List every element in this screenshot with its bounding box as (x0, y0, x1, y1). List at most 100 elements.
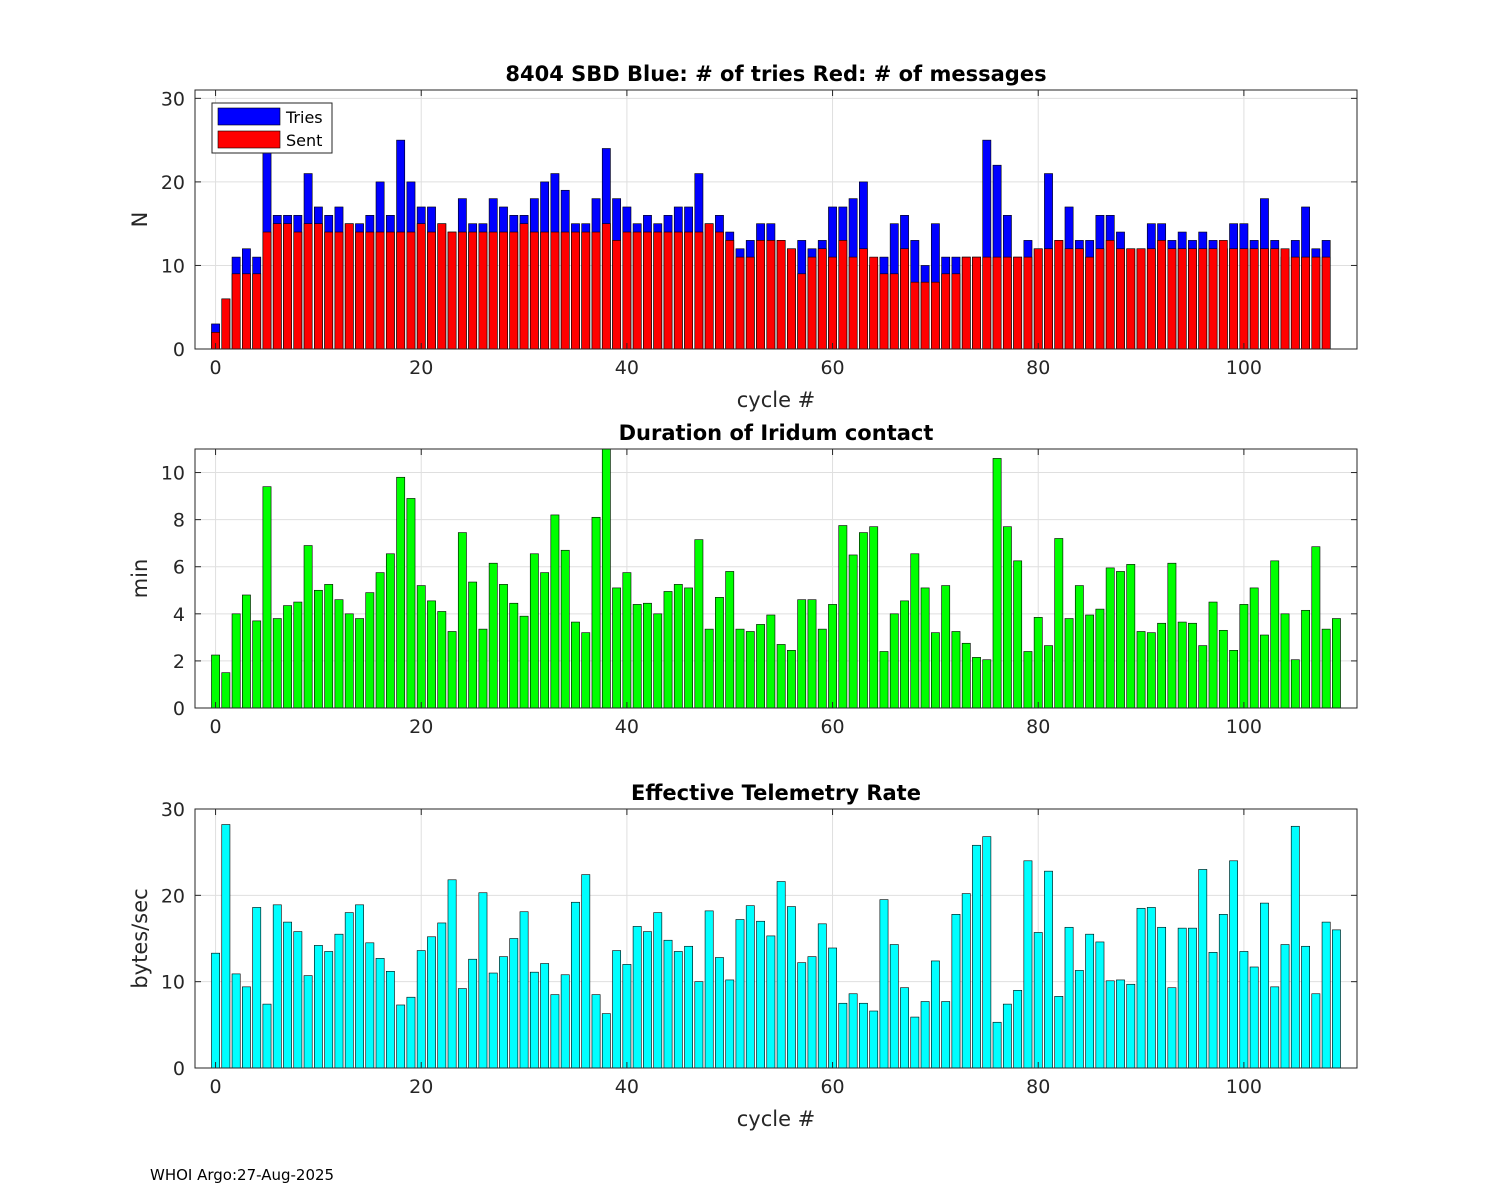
bar-sent (1260, 248, 1269, 350)
bar-rate (889, 944, 899, 1069)
bar-sent (1044, 248, 1053, 350)
bar-sent (303, 223, 313, 350)
bar-duration (344, 613, 354, 709)
legend-swatch-sent (217, 130, 281, 149)
x-tick-label: 0 (210, 357, 222, 379)
bar-sent (817, 248, 827, 350)
bar-duration (560, 549, 570, 709)
bar-rate (242, 986, 251, 1069)
bar-rate (869, 1010, 879, 1069)
bar-rate (1044, 870, 1053, 1069)
bar-rate (1126, 983, 1136, 1069)
x-tick-label: 80 (1026, 1076, 1050, 1098)
bar-sent (1095, 248, 1105, 350)
legend-label-tries: Tries (285, 108, 323, 127)
bar-duration (540, 572, 550, 709)
bar-duration (632, 604, 642, 709)
bar-rate (303, 975, 313, 1069)
bar-rate (252, 907, 262, 1069)
bar-duration (221, 672, 231, 709)
bar-rate (653, 912, 663, 1069)
bar-rate (1198, 869, 1208, 1069)
bar-rate (715, 957, 724, 1069)
bar-duration (951, 631, 961, 709)
bar-rate (601, 1013, 611, 1069)
bar-rate (673, 951, 683, 1069)
bar-sent (540, 231, 550, 350)
bar-duration (900, 600, 909, 709)
bar-sent (324, 231, 334, 350)
bar-duration (1249, 587, 1259, 709)
y-tick-label: 2 (173, 651, 185, 673)
bar-duration (756, 624, 765, 709)
bar-rate (272, 904, 282, 1069)
bar-rate (1167, 987, 1177, 1069)
bar-duration (1270, 560, 1280, 709)
bar-duration (787, 650, 796, 709)
bar-duration (1013, 560, 1023, 709)
bar-rate (1002, 1003, 1012, 1069)
bar-sent (1064, 248, 1074, 350)
bar-duration (1239, 604, 1249, 709)
bar-sent (673, 231, 683, 350)
bar-duration (1023, 651, 1033, 709)
bar-rate (643, 931, 652, 1069)
bar-duration (745, 631, 755, 709)
x-tick-label: 20 (409, 357, 433, 379)
bar-duration (509, 602, 519, 709)
bar-duration (735, 628, 745, 709)
bar-rate (1311, 993, 1321, 1069)
x-tick-label: 100 (1226, 1076, 1262, 1098)
bar-sent (838, 240, 848, 350)
bar-rate (920, 1001, 930, 1069)
bar-rate (1033, 932, 1043, 1069)
bar-rate (478, 892, 488, 1069)
x-tick-label: 60 (820, 357, 844, 379)
bar-rate (1218, 914, 1228, 1069)
bar-rate (499, 956, 508, 1069)
y-axis-label: min (128, 559, 152, 599)
bar-duration (622, 572, 632, 709)
bar-sent (725, 240, 735, 350)
bar-duration (375, 572, 385, 709)
chart-panel-1: 0 20 40 60 80 100 0 10 20 30 8404 SBD Blue: # of t… (128, 62, 1358, 412)
bar-rate (1064, 926, 1074, 1069)
bar-sent (941, 273, 951, 350)
bar-duration (684, 587, 693, 709)
bar-duration (941, 585, 951, 709)
bar-rate (375, 958, 385, 1069)
bar-duration (776, 644, 786, 709)
bar-duration (211, 654, 220, 709)
bar-duration (478, 628, 488, 709)
bar-duration (1229, 650, 1239, 709)
bar-sent (1157, 240, 1167, 350)
bar-duration (1321, 628, 1331, 709)
y-tick-label: 10 (161, 972, 185, 994)
bar-sent (1218, 240, 1228, 350)
bar-duration (1044, 645, 1053, 709)
bar-sent (591, 231, 601, 350)
x-tick-label: 20 (409, 1076, 433, 1098)
bar-sent (488, 231, 498, 350)
bar-rate (1260, 902, 1269, 1069)
bar-rate (550, 994, 560, 1069)
bar-rate (529, 971, 539, 1069)
bar-sent (252, 273, 262, 350)
bar-sent (797, 273, 807, 350)
bar-sent (1301, 256, 1310, 350)
x-tick-label: 20 (409, 716, 433, 738)
bar-sent (262, 231, 272, 350)
bar-rate (1116, 979, 1125, 1069)
bar-sent (1136, 248, 1146, 350)
bar-rate (828, 947, 837, 1069)
bar-duration (303, 545, 313, 709)
bar-rate (951, 914, 961, 1069)
bar-sent (622, 231, 632, 350)
bar-rate (756, 920, 765, 1069)
bar-duration (334, 599, 344, 709)
bar-rate (776, 881, 786, 1069)
x-tick-label: 0 (210, 716, 222, 738)
bar-rate (910, 1016, 920, 1069)
bar-duration (1332, 618, 1341, 709)
bar-rate (416, 950, 426, 1069)
